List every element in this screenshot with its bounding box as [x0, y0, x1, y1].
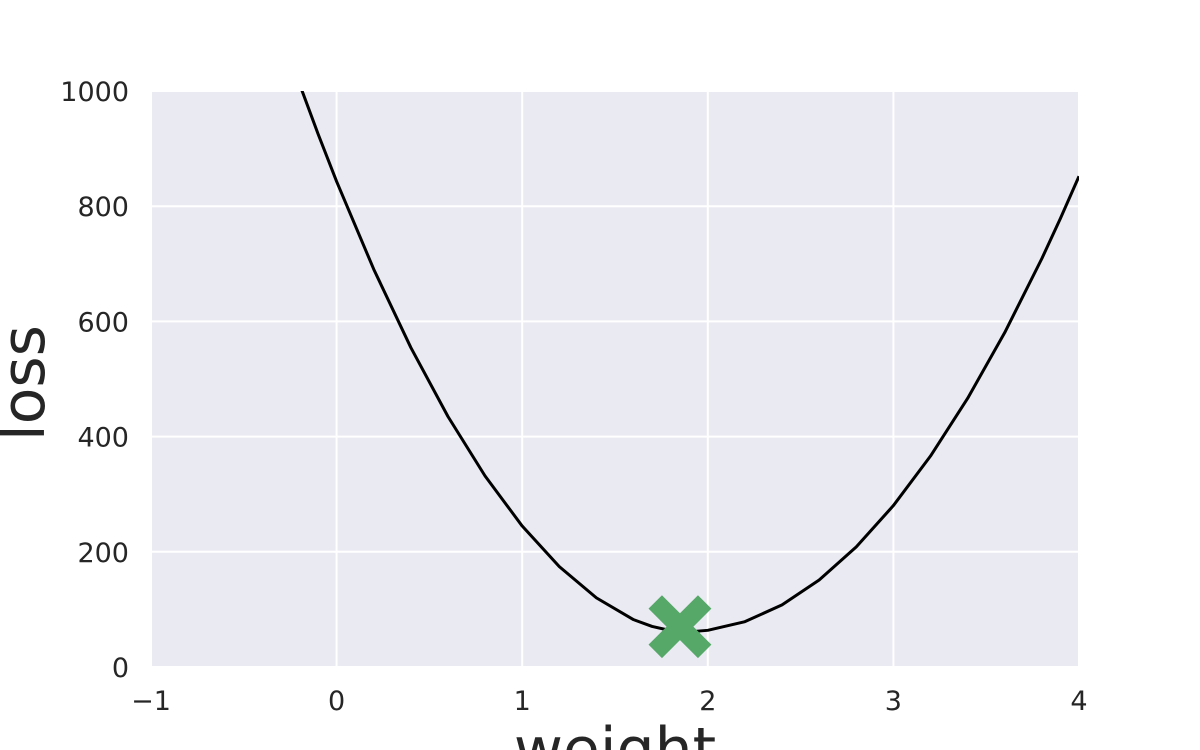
x-tick-label: 4	[1070, 686, 1087, 717]
x-tick-label: 0	[328, 686, 345, 717]
plot-area	[151, 91, 1079, 667]
y-axis-ticks: 0 200 400 600 800 1000	[60, 77, 129, 684]
x-tick-label: −1	[131, 686, 171, 717]
y-tick-label: 800	[77, 192, 129, 223]
x-tick-label: 2	[699, 686, 716, 717]
y-tick-label: 0	[112, 653, 129, 684]
grid-lines	[150, 90, 1080, 668]
y-tick-label: 1000	[60, 77, 129, 108]
minimum-marker	[648, 595, 712, 659]
x-axis-label: weight	[514, 715, 716, 750]
y-axis-label: loss	[0, 325, 59, 441]
x-tick-label: 1	[514, 686, 531, 717]
x-axis-ticks: −1 0 1 2 3 4	[131, 686, 1088, 717]
marker-layer	[648, 595, 712, 659]
y-tick-label: 600	[77, 307, 129, 338]
y-tick-label: 400	[77, 423, 129, 454]
y-tick-label: 200	[77, 538, 129, 569]
x-tick-label: 3	[885, 686, 902, 717]
